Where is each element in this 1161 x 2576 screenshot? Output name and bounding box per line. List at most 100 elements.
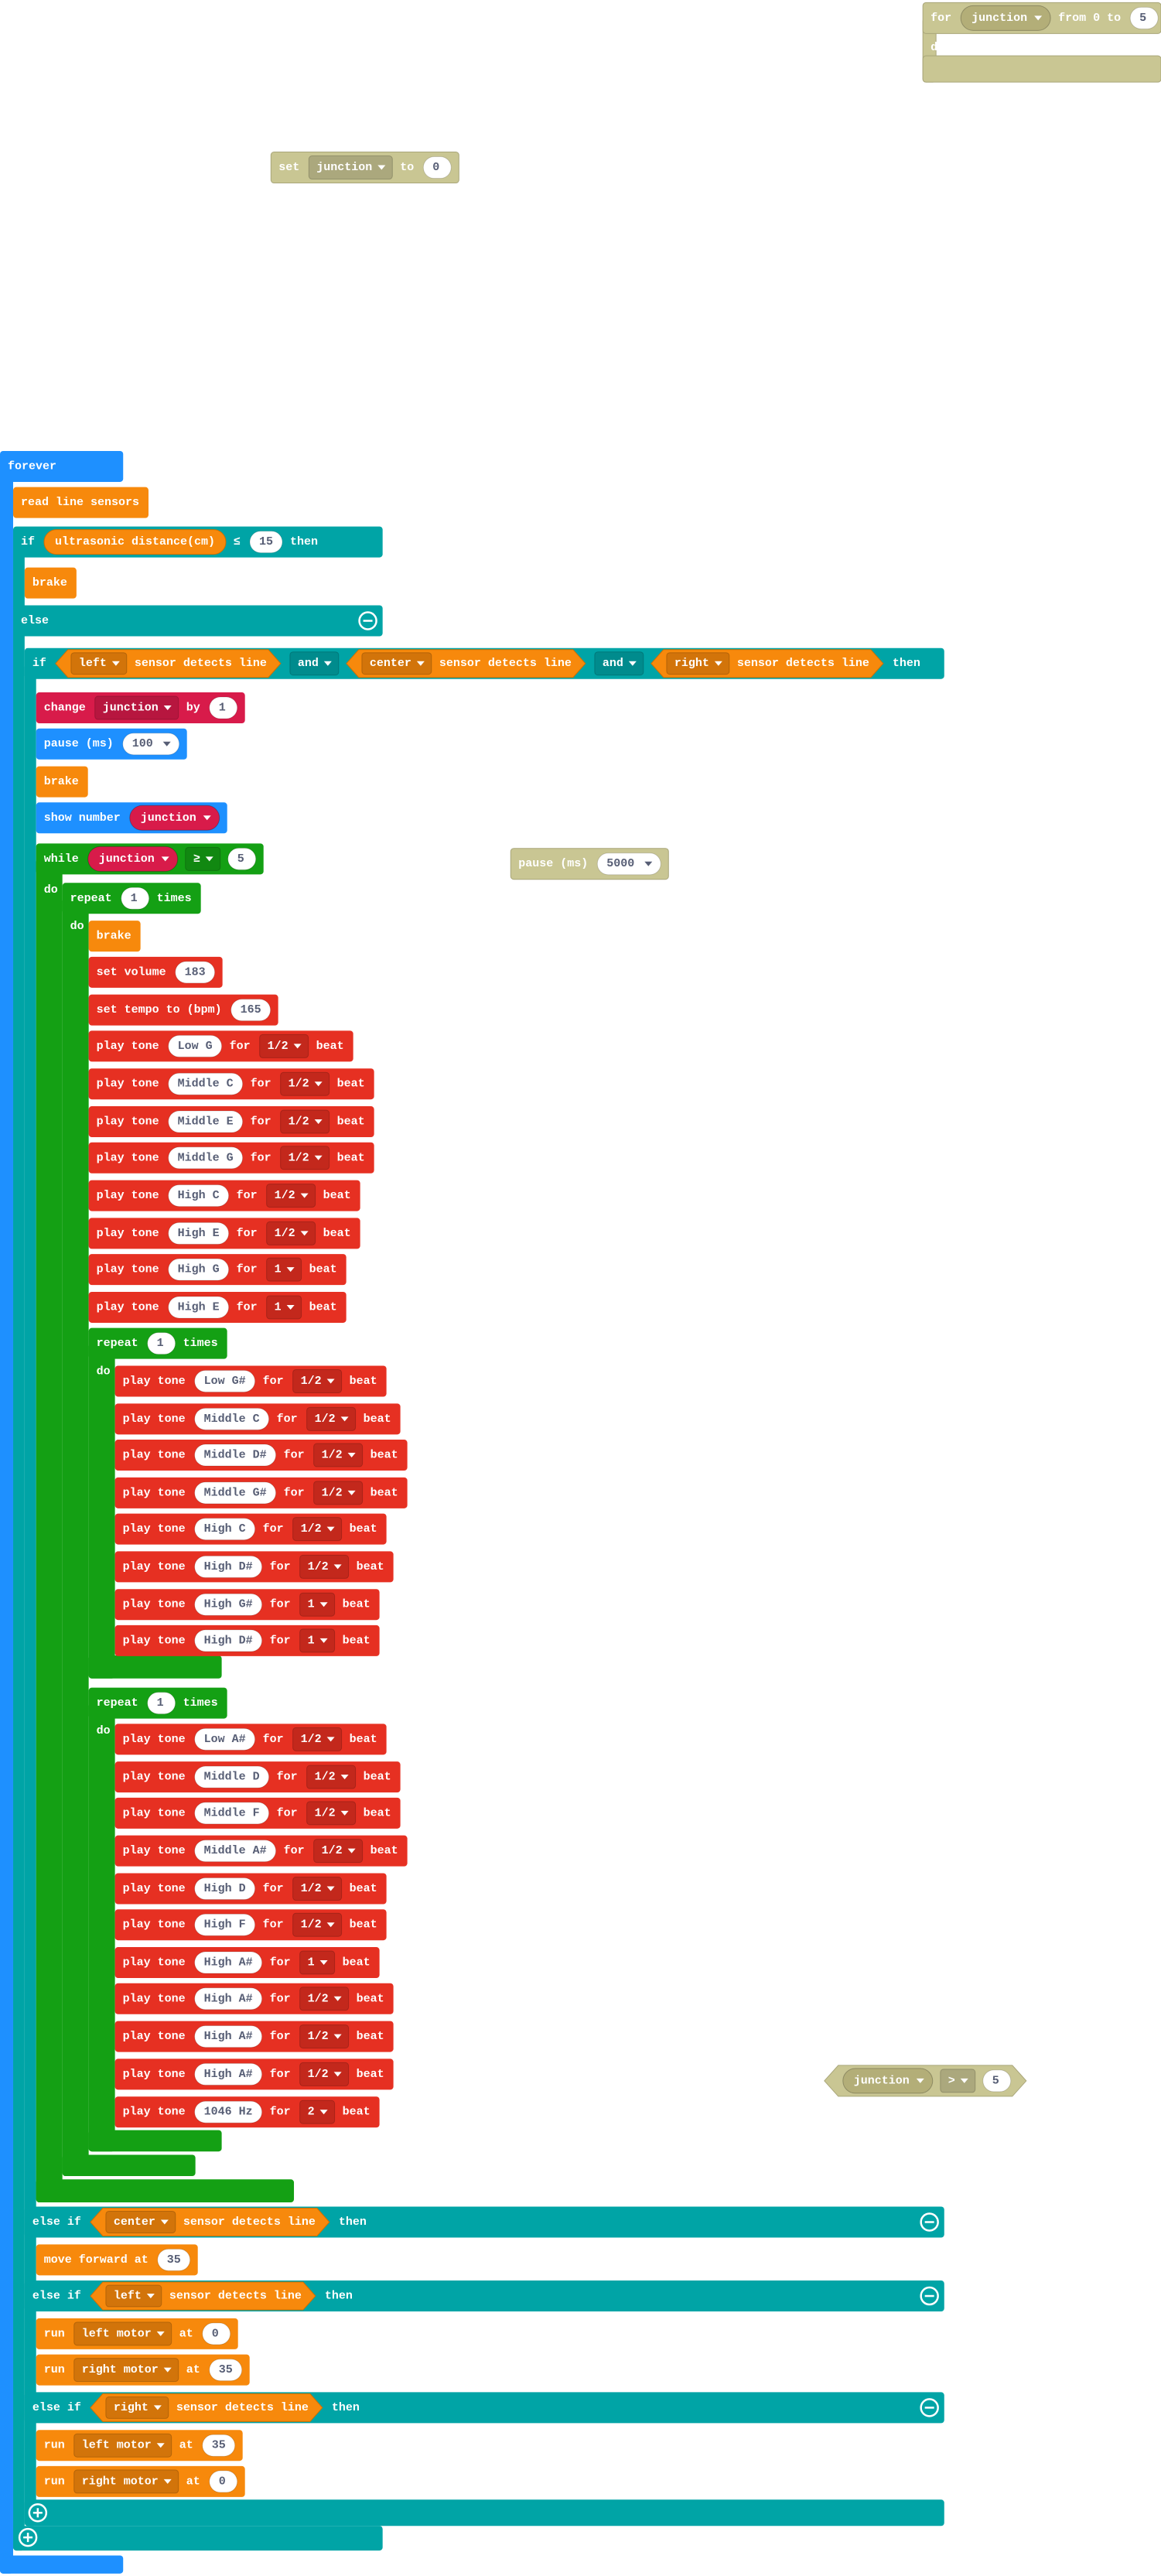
block-body [24, 567, 77, 599]
block-label: for [263, 1522, 284, 1536]
dropdown-arrow [314, 1081, 323, 1087]
dropdown-arrow [326, 1886, 335, 1891]
number-field [209, 2470, 238, 2493]
block-arm [24, 663, 36, 2526]
block-label: repeat [97, 1337, 138, 1350]
dropdown-field [306, 1765, 357, 1789]
field-value: High G [178, 1263, 220, 1276]
number-field [202, 2322, 231, 2345]
block-label: by [186, 702, 200, 715]
block: run left motor at 0 [36, 2318, 238, 2349]
block-label: for [270, 1598, 291, 1611]
block-label: beat [357, 1560, 384, 1573]
block-label: beat [370, 1486, 398, 1499]
dropdown-field [266, 1184, 316, 1208]
block: play tone High G# for 1 beat [114, 1589, 380, 1621]
field-value: Middle E [178, 1115, 234, 1129]
block-label: for [277, 1771, 298, 1784]
dropdown-arrow [347, 1453, 356, 1458]
block-label: for [931, 12, 951, 25]
block: for junction from 0 to 5 [922, 2, 1161, 34]
block-label: at [179, 2439, 193, 2452]
block-label: beat [364, 1806, 391, 1819]
block: do [97, 1724, 111, 1737]
block-label: pause (ms) [518, 857, 588, 870]
dropdown-field [289, 651, 340, 676]
block: play tone High C for 1/2 beat [88, 1180, 360, 1211]
block-label: run [44, 2439, 65, 2452]
number-field [194, 1629, 263, 1652]
block-label: do [44, 883, 58, 897]
block-label: beat [309, 1300, 337, 1314]
dropdown-field [280, 1071, 330, 1096]
block: if left sensor detects line and center sensor… [24, 647, 944, 679]
block-body [36, 766, 88, 798]
dropdown-arrow [156, 2443, 165, 2448]
field-value: 35 [167, 2253, 181, 2267]
block-label: ≤ [234, 535, 241, 548]
block-label: for [237, 1263, 258, 1276]
dropdown-label: 1 [308, 1956, 315, 1970]
block-arm [88, 1655, 222, 1679]
block-body [270, 152, 459, 184]
field-value: Middle D# [204, 1449, 267, 1462]
dropdown-arrow [347, 1848, 356, 1853]
block-label: sensor detects line [737, 657, 869, 670]
field-value: 0 [432, 161, 439, 174]
block-label: times [183, 1337, 218, 1350]
block-label: do [97, 1724, 111, 1737]
field-value: 15 [259, 535, 273, 548]
dropdown-label: junction [316, 161, 372, 174]
field-value: 183 [185, 965, 206, 979]
dropdown-field [73, 2433, 172, 2458]
dropdown-field [299, 1554, 350, 1579]
block-label: else if [32, 2290, 81, 2303]
dropdown-field [313, 1443, 364, 1467]
dropdown-label: 1/2 [268, 1040, 289, 1053]
block-label: play tone [97, 1300, 159, 1314]
field-value: Middle G# [204, 1486, 267, 1499]
block-label: for [277, 1413, 298, 1426]
field-value: 35 [212, 2439, 226, 2452]
block-arm [62, 2154, 196, 2177]
block: play tone Middle G for 1/2 beat [88, 1142, 374, 1174]
dropdown-label: left motor [82, 2327, 152, 2340]
number-field [194, 1913, 256, 1936]
block-label: beat [350, 1522, 377, 1536]
block-arm [12, 542, 25, 2551]
dropdown-label: 1/2 [322, 1486, 343, 1499]
dropdown-arrow [377, 165, 386, 170]
dropdown-field [266, 1221, 316, 1245]
block-label: play tone [97, 1151, 159, 1164]
block-label: if [32, 657, 46, 670]
block: brake [24, 567, 77, 599]
dropdown-arrow [162, 741, 171, 746]
block: do [44, 883, 58, 897]
dropdown-label: 1/2 [275, 1189, 295, 1202]
dropdown-field [299, 2099, 336, 2124]
toggle-icon [920, 2398, 939, 2417]
dropdown-field [70, 652, 128, 675]
boolean-input [651, 649, 884, 678]
number-field [121, 887, 150, 910]
block: pause (ms) 5000 [510, 848, 669, 880]
field-value: High D# [204, 1634, 253, 1647]
block-label: do [931, 41, 944, 54]
block-label: at [186, 2363, 200, 2376]
block-label: play tone [97, 1227, 159, 1240]
block-label: while [44, 852, 79, 866]
block: play tone High D for 1/2 beat [114, 1873, 387, 1905]
dropdown-arrow [111, 661, 120, 666]
block-label: beat [343, 1634, 370, 1647]
block-label: for [251, 1078, 271, 1091]
block-label: play tone [123, 2068, 186, 2081]
dropdown-field [940, 2069, 976, 2093]
number-field [194, 1555, 263, 1578]
dropdown-field [292, 1912, 343, 1937]
block-label: play tone [97, 1263, 159, 1276]
block-label: then [339, 2216, 367, 2229]
number-field [147, 1332, 176, 1355]
dropdown-label: left [114, 2290, 142, 2303]
dropdown-field [666, 652, 730, 675]
